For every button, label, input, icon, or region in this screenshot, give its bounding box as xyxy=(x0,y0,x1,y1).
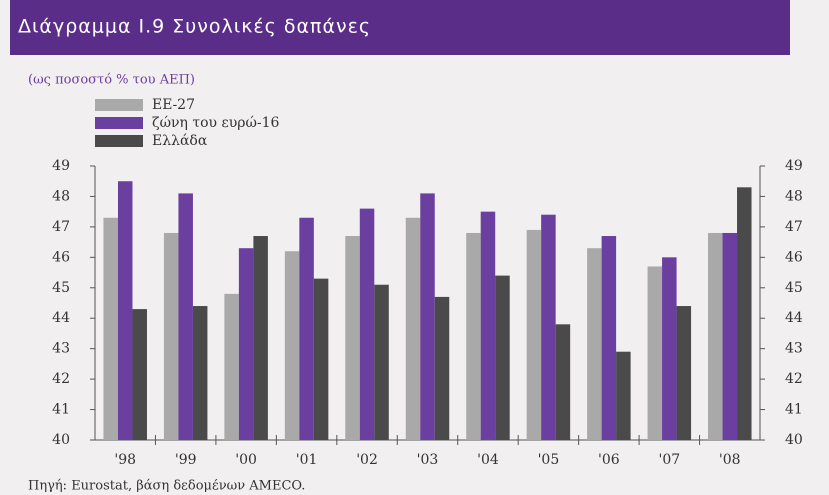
y2-tick-label: 43 xyxy=(785,341,803,357)
bar xyxy=(374,284,389,440)
bar xyxy=(345,236,360,440)
subtitle: (ως ποσοστό % του ΑΕΠ) xyxy=(28,73,195,88)
bar xyxy=(587,248,602,440)
bar xyxy=(541,214,556,440)
x-tick-label: '98 xyxy=(114,452,136,468)
bar xyxy=(224,293,239,440)
y2-tick-label: 47 xyxy=(785,219,803,235)
legend-swatch xyxy=(95,135,143,147)
title-banner xyxy=(10,0,790,55)
x-tick-label: '00 xyxy=(235,452,257,468)
bar xyxy=(616,351,631,440)
y-tick-label: 47 xyxy=(52,219,70,235)
legend-swatch xyxy=(95,99,143,111)
x-tick-label: '02 xyxy=(356,452,378,468)
y-tick-label: 49 xyxy=(52,158,70,174)
bar xyxy=(526,229,542,440)
y-tick-label: 43 xyxy=(52,341,70,357)
bar xyxy=(178,193,193,440)
y2-tick-label: 45 xyxy=(785,280,803,296)
bar xyxy=(466,232,481,440)
x-tick-label: '05 xyxy=(538,452,560,468)
y-tick-label: 45 xyxy=(52,280,70,296)
bar xyxy=(555,324,571,440)
legend-label: ΕΕ-27 xyxy=(152,97,195,113)
bar xyxy=(132,309,147,440)
y-tick-label: 46 xyxy=(52,249,70,265)
y2-tick-label: 40 xyxy=(785,432,803,448)
bar xyxy=(405,217,421,440)
bar xyxy=(495,275,510,440)
bar xyxy=(420,193,435,440)
y-tick-label: 42 xyxy=(52,371,70,387)
y2-tick-label: 48 xyxy=(785,188,803,204)
bar xyxy=(117,181,133,440)
bar xyxy=(163,232,179,440)
bar xyxy=(192,306,208,440)
y2-tick-label: 49 xyxy=(785,158,803,174)
bar xyxy=(722,232,738,440)
y-tick-label: 48 xyxy=(52,188,70,204)
bar xyxy=(480,211,496,440)
bar xyxy=(313,278,329,440)
bar xyxy=(253,236,268,440)
bar xyxy=(299,217,314,440)
bar xyxy=(359,208,375,440)
x-tick-label: '01 xyxy=(296,452,318,468)
bar xyxy=(284,251,300,440)
bar xyxy=(737,187,752,440)
source: Πηγή: Eurostat, βάση δεδομένων AMECO. xyxy=(28,479,305,494)
y2-tick-label: 41 xyxy=(785,402,803,418)
y2-tick-label: 42 xyxy=(785,371,803,387)
bar xyxy=(708,232,723,440)
x-tick-label: '08 xyxy=(719,452,741,468)
x-tick-label: '07 xyxy=(658,452,680,468)
legend-label: ζώνη του ευρώ-16 xyxy=(152,115,280,131)
bar xyxy=(103,217,118,440)
bar xyxy=(676,306,692,440)
y2-tick-label: 44 xyxy=(785,310,803,326)
bar xyxy=(238,248,254,440)
bar xyxy=(662,257,677,440)
bar xyxy=(434,296,450,440)
x-tick-label: '03 xyxy=(417,452,439,468)
legend-swatch xyxy=(95,117,143,129)
y-tick-label: 41 xyxy=(52,402,70,418)
legend-label: Ελλάδα xyxy=(152,133,208,149)
bar xyxy=(647,266,663,440)
bar xyxy=(601,236,617,440)
x-tick-label: '04 xyxy=(477,452,499,468)
y-tick-label: 44 xyxy=(52,310,70,326)
x-tick-label: '99 xyxy=(175,452,197,468)
x-tick-label: '06 xyxy=(598,452,620,468)
chart-title: Διάγραμμα I.9 Συνολικές δαπάνες xyxy=(18,16,371,38)
y2-tick-label: 46 xyxy=(785,249,803,265)
y-tick-label: 40 xyxy=(52,432,70,448)
